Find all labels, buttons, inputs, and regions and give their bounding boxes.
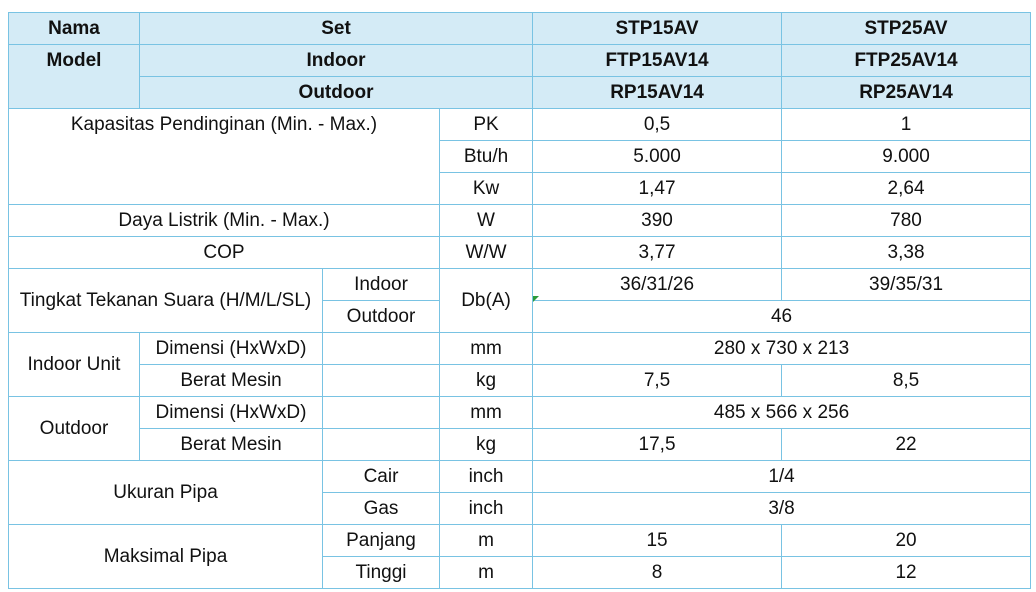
indoor-unit-label: Indoor Unit — [8, 332, 140, 397]
pipe-length-label: Panjang — [322, 524, 440, 557]
pipe-height-value-1: 8 — [532, 556, 783, 589]
outdoor-model-2: RP25AV14 — [781, 76, 1032, 109]
capacity-value-2: 2,64 — [781, 172, 1032, 205]
capacity-value-1: 1,47 — [532, 172, 783, 205]
header-row-outdoor: Outdoor RP15AV14 RP25AV14 — [9, 76, 1032, 109]
pipe-gas-value: 3/8 — [532, 492, 1032, 525]
pipe-max-label: Maksimal Pipa — [8, 524, 323, 589]
outdoor-weight-label: Berat Mesin — [139, 428, 323, 461]
pipe-length-unit: m — [438, 524, 534, 557]
indoor-unit-row-weight: Berat Mesin kg 7,5 8,5 — [9, 364, 1032, 397]
capacity-unit: Kw — [438, 172, 534, 205]
capacity-value-1: 0,5 — [532, 108, 783, 141]
outdoor-unit-row-weight: Berat Mesin kg 17,5 22 — [9, 428, 1032, 461]
indoor-dim-value: 280 x 730 x 213 — [532, 332, 1032, 365]
capacity-row-btu: Btu/h 5.000 9.000 — [9, 140, 1032, 173]
outdoor-model-label: Outdoor — [138, 76, 534, 109]
outdoor-model-1: RP15AV14 — [532, 76, 783, 109]
indoor-model-1: FTP15AV14 — [532, 44, 783, 77]
pipe-size-row-gas: Gas inch 3/8 — [9, 492, 1032, 525]
pipe-gas-unit: inch — [438, 492, 534, 525]
indoor-unit-row-dim: Indoor Unit Dimensi (HxWxD) mm 280 x 730… — [8, 332, 1032, 397]
cell-comment-marker — [533, 296, 539, 302]
indoor-weight-label: Berat Mesin — [139, 364, 323, 397]
cop-row: COP W/W 3,77 3,38 — [8, 236, 1032, 269]
capacity-row-pk: Kapasitas Pendinginan (Min. - Max.) PK 0… — [8, 108, 1032, 205]
header-row-indoor: Model Indoor FTP15AV14 FTP25AV14 — [8, 44, 1032, 109]
nama-label: Nama — [8, 12, 140, 45]
set-label: Set — [138, 12, 534, 45]
outdoor-unit-label: Outdoor — [8, 396, 140, 461]
empty-cell — [322, 364, 440, 397]
noise-row-outdoor: Outdoor 46 — [9, 300, 1032, 333]
outdoor-weight-unit: kg — [438, 428, 534, 461]
pipe-liquid-value: 1/4 — [532, 460, 1032, 493]
pipe-max-row-length: Maksimal Pipa Panjang m 15 20 — [8, 524, 1032, 589]
pipe-liquid-unit: inch — [438, 460, 534, 493]
pipe-height-value-2: 12 — [781, 556, 1032, 589]
noise-outdoor-label: Outdoor — [322, 300, 440, 333]
noise-unit: Db(A) — [438, 268, 534, 333]
capacity-row-kw: Kw 1,47 2,64 — [9, 172, 1032, 205]
outdoor-dim-label: Dimensi (HxWxD) — [139, 396, 323, 429]
indoor-model-label: Indoor — [138, 44, 534, 77]
capacity-unit: Btu/h — [438, 140, 534, 173]
noise-label: Tingkat Tekanan Suara (H/M/L/SL) — [8, 268, 323, 333]
indoor-weight-value-2: 8,5 — [781, 364, 1032, 397]
power-unit: W — [438, 204, 534, 237]
power-value-2: 780 — [781, 204, 1032, 237]
pipe-size-row-liquid: Ukuran Pipa Cair inch 1/4 — [8, 460, 1032, 525]
power-label: Daya Listrik (Min. - Max.) — [8, 204, 440, 237]
outdoor-dim-value: 485 x 566 x 256 — [532, 396, 1032, 429]
set-value-2: STP25AV — [781, 12, 1032, 45]
cop-value-1: 3,77 — [532, 236, 783, 269]
spec-table: Nama Set STP15AV STP25AV Model Indoor FT… — [8, 12, 1032, 589]
empty-cell — [322, 332, 440, 365]
pipe-length-value-1: 15 — [532, 524, 783, 557]
empty-cell — [322, 396, 440, 429]
pipe-gas-label: Gas — [322, 492, 440, 525]
outdoor-dim-unit: mm — [438, 396, 534, 429]
indoor-model-2: FTP25AV14 — [781, 44, 1032, 77]
pipe-height-label: Tinggi — [322, 556, 440, 589]
power-row: Daya Listrik (Min. - Max.) W 390 780 — [8, 204, 1032, 237]
power-value-1: 390 — [532, 204, 783, 237]
indoor-dim-label: Dimensi (HxWxD) — [139, 332, 323, 365]
noise-indoor-label: Indoor — [322, 268, 440, 301]
empty-cell — [322, 428, 440, 461]
noise-indoor-value-2: 39/35/31 — [781, 268, 1032, 301]
cop-unit: W/W — [438, 236, 534, 269]
set-value-1: STP15AV — [532, 12, 783, 45]
indoor-dim-unit: mm — [438, 332, 534, 365]
pipe-length-value-2: 20 — [781, 524, 1032, 557]
capacity-value-2: 1 — [781, 108, 1032, 141]
noise-outdoor-value: 46 — [532, 300, 1032, 333]
header-row-set: Nama Set STP15AV STP25AV — [8, 12, 1032, 45]
noise-indoor-value-1: 36/31/26 — [532, 268, 783, 301]
pipe-liquid-label: Cair — [322, 460, 440, 493]
cop-value-2: 3,38 — [781, 236, 1032, 269]
capacity-value-2: 9.000 — [781, 140, 1032, 173]
model-label: Model — [8, 44, 140, 109]
noise-row-indoor: Tingkat Tekanan Suara (H/M/L/SL) Indoor … — [8, 268, 1032, 333]
pipe-height-unit: m — [438, 556, 534, 589]
pipe-size-label: Ukuran Pipa — [8, 460, 323, 525]
outdoor-weight-value-2: 22 — [781, 428, 1032, 461]
cop-label: COP — [8, 236, 440, 269]
pipe-max-row-height: Tinggi m 8 12 — [9, 556, 1032, 589]
indoor-weight-unit: kg — [438, 364, 534, 397]
capacity-unit: PK — [438, 108, 534, 141]
capacity-value-1: 5.000 — [532, 140, 783, 173]
capacity-label: Kapasitas Pendinginan (Min. - Max.) — [8, 108, 440, 205]
outdoor-unit-row-dim: Outdoor Dimensi (HxWxD) mm 485 x 566 x 2… — [8, 396, 1032, 461]
indoor-weight-value-1: 7,5 — [532, 364, 783, 397]
outdoor-weight-value-1: 17,5 — [532, 428, 783, 461]
